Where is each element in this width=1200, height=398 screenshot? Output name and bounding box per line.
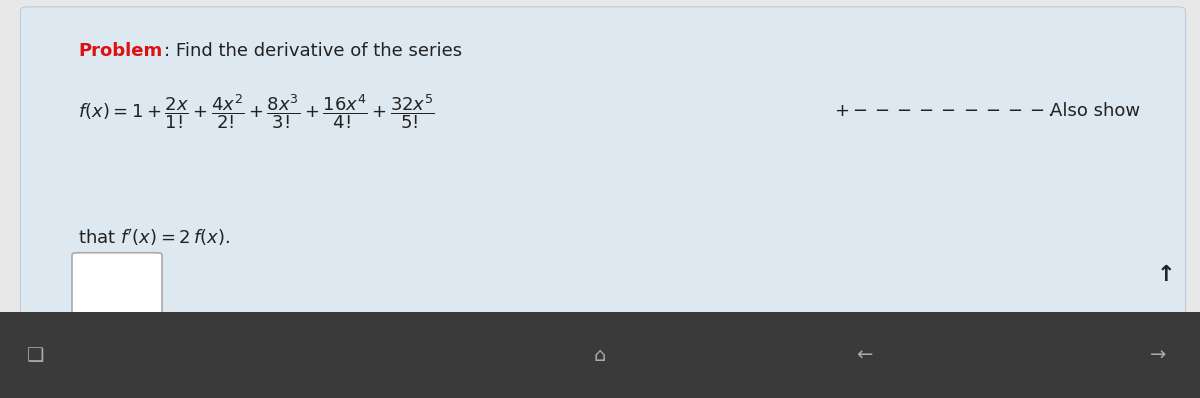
- Text: : Find the derivative of the series: : Find the derivative of the series: [164, 42, 462, 60]
- Text: $f(x) = 1 + \dfrac{2x}{1!} + \dfrac{4x^2}{2!} + \dfrac{8x^3}{3!} + \dfrac{16x^4}: $f(x) = 1 + \dfrac{2x}{1!} + \dfrac{4x^2…: [78, 92, 434, 131]
- Text: ↑: ↑: [1157, 265, 1176, 285]
- Text: ←: ←: [856, 346, 872, 365]
- Text: ⌂: ⌂: [594, 346, 606, 365]
- Text: ❑: ❑: [28, 346, 44, 365]
- Text: $+ - - - - - - - - -.$: $+ - - - - - - - - -.$: [834, 102, 1054, 121]
- Text: Also show: Also show: [1050, 102, 1140, 121]
- Text: →: →: [1150, 346, 1166, 365]
- Text: that $f'(x) = 2\,f(x).$: that $f'(x) = 2\,f(x).$: [78, 227, 230, 248]
- Text: Problem: Problem: [78, 42, 162, 60]
